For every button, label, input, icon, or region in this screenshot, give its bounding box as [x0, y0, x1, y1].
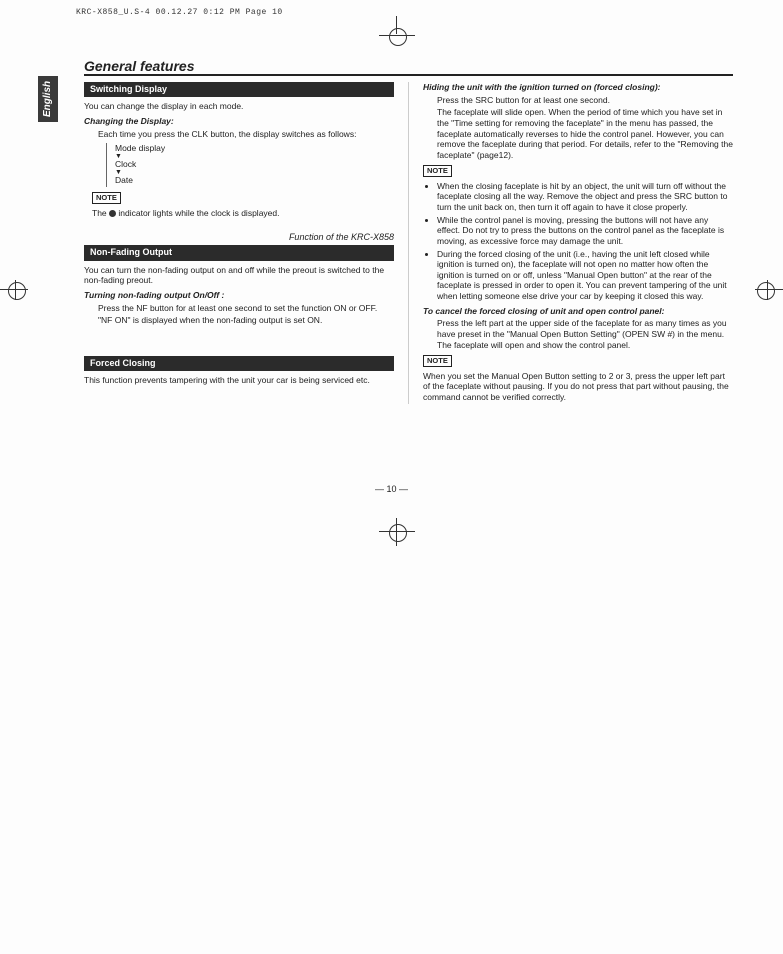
- crop-mark-top: [385, 24, 409, 48]
- section-non-fading: Non-Fading Output: [84, 245, 394, 260]
- cancel-body: Press the left part at the upper side of…: [437, 318, 733, 350]
- page-title: General features: [84, 58, 733, 74]
- note-body: The indicator lights while the clock is …: [92, 208, 394, 219]
- cancel-heading: To cancel the forced closing of unit and…: [423, 306, 733, 317]
- print-header: KRC-X858_U.S-4 00.12.27 0:12 PM Page 10: [76, 8, 283, 17]
- note-text: indicator lights while the clock is disp…: [116, 208, 279, 218]
- language-tab: English: [38, 76, 58, 122]
- bullet-3: During the forced closing of the unit (i…: [437, 249, 733, 302]
- forced-closing-intro: This function prevents tampering with th…: [84, 375, 394, 386]
- diag-date: Date: [115, 175, 394, 187]
- diag-clock: Clock: [115, 159, 394, 171]
- note-box: NOTE: [92, 192, 121, 203]
- switching-intro: You can change the display in each mode.: [84, 101, 394, 112]
- changing-display-body: Each time you press the CLK button, the …: [98, 129, 394, 140]
- left-column: Switching Display You can change the dis…: [84, 82, 394, 404]
- page-number: — 10 —: [0, 484, 783, 494]
- note-box-right2: NOTE: [423, 355, 452, 366]
- crop-mark-left: [0, 278, 30, 302]
- page-title-row: General features: [84, 58, 733, 76]
- section-forced-closing: Forced Closing: [84, 356, 394, 371]
- function-line: Function of the KRC-X858: [84, 232, 394, 243]
- bullet-1: When the closing faceplate is hit by an …: [437, 181, 733, 213]
- note-bullets: When the closing faceplate is hit by an …: [427, 181, 733, 302]
- column-divider: [408, 82, 409, 404]
- diag-mode: Mode display: [115, 143, 394, 155]
- hiding-p2: The faceplate will slide open. When the …: [437, 107, 733, 160]
- bullet-2: While the control panel is moving, press…: [437, 215, 733, 247]
- mode-diagram: Mode display ▼ Clock ▼ Date: [106, 143, 394, 187]
- note2-body: When you set the Manual Open Button sett…: [423, 371, 733, 403]
- nonfading-body2: "NF ON" is displayed when the non-fading…: [98, 315, 394, 326]
- section-switching-display: Switching Display: [84, 82, 394, 97]
- nonfading-sub: Turning non-fading output On/Off :: [84, 290, 394, 301]
- nonfading-body1: Press the NF button for at least one sec…: [98, 303, 394, 314]
- changing-display-heading: Changing the Display:: [84, 116, 394, 127]
- hiding-p1: Press the SRC button for at least one se…: [437, 95, 733, 106]
- right-column: Hiding the unit with the ignition turned…: [423, 82, 733, 404]
- nonfading-intro: You can turn the non-fading output on an…: [84, 265, 394, 286]
- hiding-unit-heading: Hiding the unit with the ignition turned…: [423, 82, 733, 93]
- clock-indicator-icon: [109, 210, 116, 217]
- note-box-right1: NOTE: [423, 165, 452, 176]
- crop-mark-right: [753, 278, 783, 302]
- crop-mark-bottom: [385, 520, 409, 544]
